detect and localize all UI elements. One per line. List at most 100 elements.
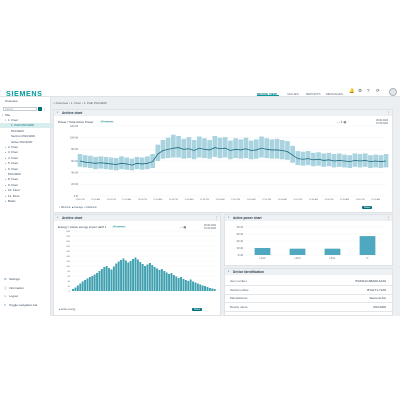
- energy-bar[interactable]: [76, 285, 79, 292]
- energy-bar[interactable]: [127, 262, 130, 292]
- nav-controls[interactable]: ‹ › ⇕ ▦: [337, 120, 347, 124]
- energy-bar[interactable]: [158, 270, 161, 291]
- reset-button[interactable]: Reset: [362, 206, 373, 209]
- interval-chip[interactable]: Ø 5 minutes: [100, 120, 114, 123]
- energy-bar[interactable]: [117, 261, 120, 292]
- energy-bar[interactable]: [204, 286, 207, 291]
- sidebar-footer-item[interactable]: ≡ Toggle navigation bar: [4, 303, 38, 307]
- energy-bar[interactable]: [103, 267, 106, 291]
- energy-bar[interactable]: [189, 279, 192, 292]
- tab-device-view[interactable]: DEVICE VIEW: [257, 92, 277, 96]
- tab-reports[interactable]: REPORTS: [306, 92, 321, 96]
- filter-icon[interactable]: [38, 107, 42, 111]
- tab-values[interactable]: VALUES: [287, 92, 299, 96]
- energy-bar[interactable]: [172, 275, 175, 291]
- more-icon[interactable]: ⋮: [43, 107, 46, 111]
- expand-icon[interactable]: ▾: [5, 119, 7, 122]
- expand-icon[interactable]: ▸: [5, 162, 7, 166]
- refresh-icon[interactable]: ⟳: [376, 88, 380, 93]
- legend-item-minimum[interactable]: Minimum: [61, 206, 71, 209]
- energy-bar[interactable]: [79, 283, 82, 292]
- energy-bar[interactable]: [196, 283, 199, 292]
- home-icon[interactable]: ⌂: [53, 101, 55, 105]
- energy-bar[interactable]: [84, 280, 87, 291]
- energy-bar[interactable]: [72, 289, 75, 291]
- energy-bar[interactable]: [88, 277, 91, 291]
- energy-bar[interactable]: [168, 274, 171, 291]
- energy-bar[interactable]: [110, 269, 113, 292]
- sidebar-item[interactable]: ▸ 8. Floor: [0, 177, 55, 182]
- energy-bar[interactable]: [86, 278, 89, 292]
- interval-chip[interactable]: Ø 5 minutes: [112, 225, 126, 228]
- active-power-bar[interactable]: [324, 248, 341, 255]
- date-range[interactable]: 00.00.2022 07.03.2022: [204, 224, 216, 230]
- legend-item-active-energy[interactable]: Active energy: [61, 308, 76, 311]
- reset-button[interactable]: Reset: [192, 308, 203, 311]
- breadcrumb-item-floor[interactable]: 1. Floor: [70, 101, 82, 105]
- sidebar-item[interactable]: ▸ 2. Floor: [0, 145, 55, 150]
- energy-bar[interactable]: [160, 269, 163, 291]
- calendar-icon[interactable]: ▦: [183, 225, 187, 229]
- sidebar-item[interactable]: PAC4200: [0, 172, 55, 177]
- breadcrumb-item-overview[interactable]: Overview: [55, 101, 69, 105]
- more-icon[interactable]: ⋮: [214, 216, 218, 220]
- more-icon[interactable]: ⋮: [386, 111, 390, 115]
- legend-item-maximum[interactable]: Maximum: [86, 206, 97, 209]
- energy-bar[interactable]: [175, 276, 178, 292]
- calendar-icon[interactable]: ▦: [343, 120, 347, 124]
- energy-bar[interactable]: [112, 266, 115, 292]
- expand-icon[interactable]: ▸: [5, 178, 7, 182]
- energy-bar[interactable]: [153, 267, 156, 291]
- sidebar-item[interactable]: Overview: [0, 99, 52, 104]
- active-power-bar[interactable]: [254, 248, 271, 255]
- sidebar-item[interactable]: ▸ 5. Floor: [0, 161, 55, 166]
- active-power-bar[interactable]: [289, 248, 306, 255]
- date-range[interactable]: 00.00.2022 07.03.2022: [376, 119, 388, 125]
- expand-icon[interactable]: ▸: [5, 167, 7, 171]
- expand-icon[interactable]: ▸: [5, 156, 7, 160]
- avatar[interactable]: [389, 88, 397, 96]
- energy-bar[interactable]: [139, 262, 142, 291]
- energy-bar[interactable]: [184, 280, 187, 291]
- expand-icon[interactable]: ▸: [5, 200, 7, 203]
- sidebar-item[interactable]: ▸ 6. Floor: [0, 167, 55, 172]
- nav-controls[interactable]: ‹ › ▦: [180, 225, 187, 229]
- energy-bar[interactable]: [93, 274, 96, 292]
- energy-bar[interactable]: [132, 259, 135, 291]
- sidebar-item[interactable]: ▸ 10. Floor: [0, 188, 55, 193]
- energy-bar[interactable]: [199, 284, 202, 292]
- energy-bar[interactable]: [213, 289, 216, 291]
- sidebar-footer-item[interactable]: ⚙ Settings: [4, 277, 20, 281]
- energy-bar[interactable]: [105, 266, 108, 291]
- collapse-icon[interactable]: ▾: [228, 270, 230, 273]
- active-power-bar[interactable]: [359, 236, 376, 255]
- help-icon[interactable]: ?: [367, 88, 370, 93]
- bell-icon[interactable]: 🔔: [349, 88, 355, 93]
- energy-bar[interactable]: [165, 272, 168, 292]
- energy-bar[interactable]: [100, 269, 103, 291]
- sidebar-item[interactable]: Sentron PAC3200: [0, 134, 58, 139]
- more-icon[interactable]: ⋮: [386, 216, 390, 220]
- energy-bar[interactable]: [124, 260, 127, 292]
- energy-bar[interactable]: [192, 281, 195, 292]
- energy-bar[interactable]: [201, 285, 204, 292]
- sidebar-item[interactable]: ▸ 11. Floor: [0, 194, 55, 199]
- tab-messages[interactable]: MESSAGES: [326, 92, 343, 96]
- energy-bar[interactable]: [134, 257, 137, 292]
- expand-icon[interactable]: ▸: [5, 146, 7, 149]
- energy-bar[interactable]: [141, 264, 144, 291]
- sidebar-item[interactable]: active PAC3220: [0, 140, 58, 145]
- energy-bar[interactable]: [170, 273, 173, 291]
- energy-bar[interactable]: [120, 260, 123, 291]
- energy-bar[interactable]: [211, 288, 214, 292]
- energy-bar[interactable]: [194, 282, 197, 292]
- sidebar-item[interactable]: ▾ Site: [0, 113, 52, 118]
- sidebar-item[interactable]: ▸ Boiler: [0, 199, 55, 204]
- energy-bar[interactable]: [206, 287, 209, 291]
- expand-icon[interactable]: ▸: [5, 194, 7, 198]
- collapse-icon[interactable]: ▾: [228, 216, 230, 219]
- energy-bar[interactable]: [146, 264, 149, 292]
- sidebar-footer-item[interactable]: ⓘ Information: [4, 286, 24, 290]
- energy-bar[interactable]: [151, 265, 154, 291]
- energy-bar[interactable]: [156, 268, 159, 292]
